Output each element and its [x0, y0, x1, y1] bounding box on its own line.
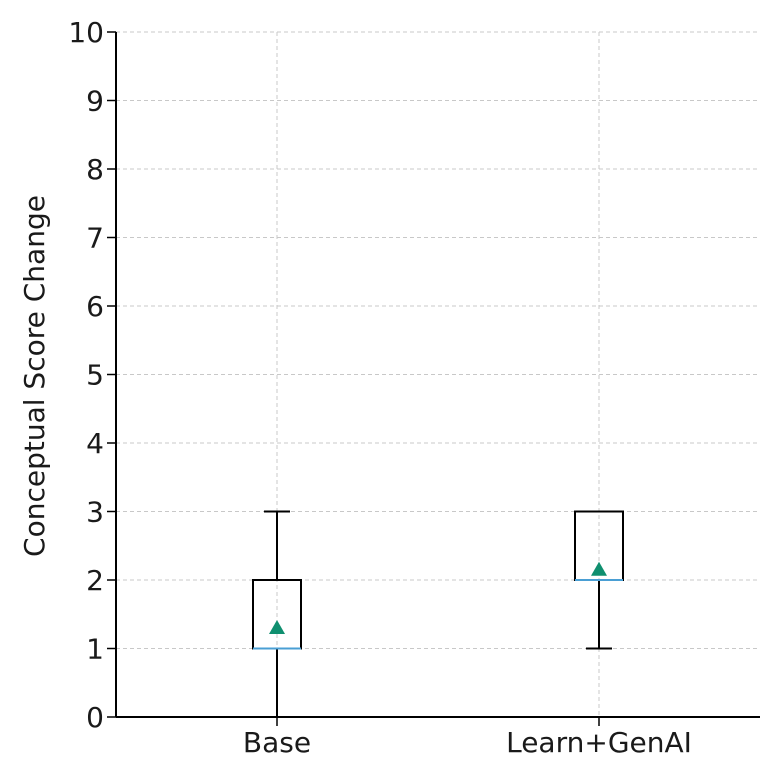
y-tick-label-10: 10 [68, 16, 104, 49]
box-group-1 [574, 510, 624, 650]
tick-labels: 0 1 2 3 4 5 6 7 8 9 10 Base Learn+GenAI [68, 16, 692, 759]
y-tick-label-6: 6 [86, 290, 104, 323]
axes [107, 31, 760, 726]
y-tick-label-1: 1 [86, 633, 104, 666]
mean-marker-0 [269, 619, 285, 634]
y-tick-label-5: 5 [86, 359, 104, 392]
y-axis-label: Conceptual Score Change [18, 195, 51, 557]
y-tick-label-8: 8 [86, 153, 104, 186]
box-layer [252, 510, 624, 718]
y-tick-label-4: 4 [86, 427, 104, 460]
x-tick-label-1: Learn+GenAI [506, 726, 692, 759]
box-group-0 [252, 510, 302, 718]
y-tick-label-3: 3 [86, 496, 104, 529]
x-tick-label-0: Base [243, 726, 311, 759]
y-tick-label-9: 9 [86, 85, 104, 118]
y-tick-label-2: 2 [86, 564, 104, 597]
mean-marker-1 [591, 561, 607, 576]
grid-lines [116, 31, 760, 717]
y-tick-label-0: 0 [86, 701, 104, 734]
y-tick-label-7: 7 [86, 222, 104, 255]
